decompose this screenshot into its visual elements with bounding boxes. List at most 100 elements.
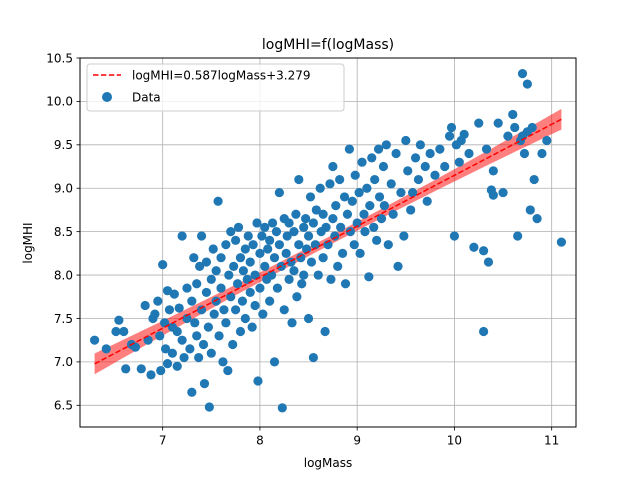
data-point [111, 326, 121, 337]
legend-fit-label: logMHI=0.587logMass+3.279 [132, 69, 311, 83]
data-point [542, 135, 552, 146]
data-point [289, 266, 299, 276]
data-point [408, 187, 418, 198]
data-point [292, 292, 302, 302]
data-point [211, 266, 221, 276]
data-point [373, 144, 384, 154]
x-tick-label: 11 [544, 434, 559, 448]
data-point [192, 331, 202, 341]
data-point [255, 248, 265, 258]
data-point [308, 352, 319, 363]
data-point [182, 313, 192, 324]
data-point [248, 240, 258, 250]
data-point [359, 209, 369, 219]
data-point [508, 109, 518, 120]
data-point [519, 148, 530, 159]
data-point [216, 253, 226, 263]
data-point [349, 240, 359, 250]
data-point [333, 261, 343, 271]
data-point [267, 218, 278, 228]
data-point [255, 283, 265, 293]
data-point [352, 218, 362, 228]
data-point [378, 161, 389, 172]
data-point [291, 209, 301, 219]
data-point [206, 348, 216, 358]
data-point [310, 240, 320, 250]
data-point [503, 131, 513, 141]
data-point [235, 326, 246, 337]
data-point [532, 214, 542, 224]
data-point [483, 257, 494, 267]
data-point [479, 326, 489, 337]
x-tick-label: 9 [353, 434, 361, 448]
data-point [326, 274, 336, 284]
data-point [340, 279, 351, 289]
data-point [311, 205, 321, 215]
data-point [167, 348, 177, 358]
data-point [160, 318, 170, 328]
data-point [271, 227, 282, 237]
data-point [177, 231, 187, 241]
x-tick-label: 10 [447, 434, 462, 448]
data-point [481, 144, 492, 154]
data-point [369, 222, 379, 232]
data-point [474, 118, 484, 128]
data-point [318, 253, 328, 263]
data-point [527, 122, 537, 133]
data-point [162, 359, 173, 369]
y-tick-label: 9.0 [54, 182, 73, 196]
data-point [357, 157, 367, 167]
data-point [228, 339, 238, 350]
data-point [263, 244, 273, 254]
legend-data-swatch [102, 92, 112, 102]
data-point [114, 315, 124, 325]
data-point [265, 235, 275, 245]
data-point [303, 313, 314, 324]
data-point [488, 166, 498, 176]
data-point [282, 231, 292, 241]
data-point [169, 289, 179, 299]
data-point [301, 214, 311, 224]
data-point [386, 179, 396, 189]
data-point [201, 257, 212, 267]
data-point [425, 148, 435, 159]
y-tick-label: 9.5 [54, 138, 73, 152]
data-point [306, 257, 317, 267]
data-point [219, 305, 229, 315]
data-point [330, 231, 340, 241]
data-point [413, 174, 424, 185]
y-tick-label: 6.5 [54, 399, 73, 413]
data-point [192, 279, 202, 289]
y-tick-label: 8.5 [54, 225, 73, 239]
data-point [297, 279, 307, 289]
data-point [446, 122, 457, 133]
data-point [284, 218, 294, 228]
data-point [344, 144, 354, 154]
data-point [388, 209, 398, 219]
data-point [121, 364, 131, 374]
data-point [415, 140, 425, 150]
data-point [187, 387, 197, 397]
data-point [372, 235, 382, 245]
data-point [345, 227, 355, 237]
data-point [231, 235, 241, 245]
data-point [396, 187, 406, 198]
data-point [269, 357, 280, 367]
x-axis-label: logMass [304, 456, 353, 470]
data-point [510, 122, 520, 133]
data-point [339, 192, 350, 202]
y-tick-label: 10.5 [46, 51, 73, 65]
data-point [493, 118, 503, 128]
data-point [201, 287, 212, 298]
data-point [281, 248, 291, 258]
y-axis-label: logMHI [21, 222, 35, 263]
data-point [204, 402, 214, 412]
data-point [223, 365, 233, 376]
data-point [265, 296, 275, 306]
y-tick-label: 7.0 [54, 355, 73, 369]
data-point [517, 69, 528, 79]
y-tick-label: 8.0 [54, 268, 73, 282]
data-point [277, 403, 287, 413]
data-point [172, 361, 182, 371]
